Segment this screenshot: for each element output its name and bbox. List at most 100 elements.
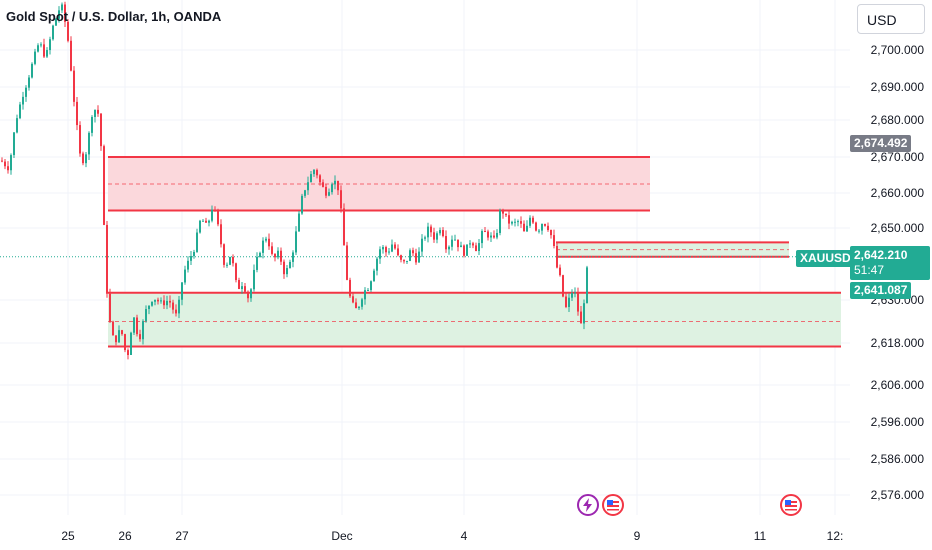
chart-title: Gold Spot / U.S. Dollar, 1h, OANDA bbox=[6, 9, 222, 24]
candle-body bbox=[586, 267, 588, 304]
candle-body bbox=[244, 286, 246, 292]
candle-body bbox=[460, 245, 462, 248]
price-axis-label: 2,618.000 bbox=[870, 336, 924, 350]
candle-body bbox=[283, 261, 285, 275]
time-axis-label: 4 bbox=[460, 529, 468, 543]
candle-body bbox=[163, 300, 165, 306]
candle-body bbox=[406, 260, 408, 262]
candle-body bbox=[361, 299, 363, 307]
candle-body bbox=[199, 220, 201, 233]
candle-body bbox=[4, 161, 6, 167]
candle-body bbox=[490, 235, 492, 238]
supply-zone bbox=[108, 157, 650, 211]
candle-body bbox=[100, 113, 102, 147]
candle-body bbox=[76, 101, 78, 126]
price-axis-label: 2,680.000 bbox=[870, 113, 924, 127]
candle-body bbox=[496, 232, 498, 238]
price-axis-label: 2,576.000 bbox=[870, 488, 924, 502]
price-chart[interactable] bbox=[0, 0, 850, 550]
candle-body bbox=[574, 292, 576, 294]
candle-body bbox=[568, 297, 570, 307]
candle-body bbox=[298, 213, 300, 232]
candle-body bbox=[349, 279, 351, 297]
support-level-badge: 2,641.087 bbox=[850, 282, 912, 299]
candle-body bbox=[331, 184, 333, 193]
candle-body bbox=[529, 217, 531, 226]
us-flag-icon[interactable] bbox=[780, 494, 802, 516]
candle-body bbox=[73, 70, 75, 102]
candle-body bbox=[370, 281, 372, 291]
candle-body bbox=[358, 306, 360, 309]
candle-body bbox=[115, 335, 117, 343]
candle-body bbox=[13, 132, 15, 156]
candle-body bbox=[253, 269, 255, 290]
candle-body bbox=[139, 334, 141, 340]
candle-body bbox=[79, 125, 81, 154]
candle-body bbox=[223, 244, 225, 265]
candle-body bbox=[196, 232, 198, 252]
time-axis-label: 12: bbox=[826, 529, 844, 543]
candle-body bbox=[262, 240, 264, 253]
candle-body bbox=[376, 258, 378, 271]
candle-body bbox=[280, 250, 282, 262]
candle-body bbox=[337, 180, 339, 191]
candle-body bbox=[97, 109, 99, 114]
candle-body bbox=[220, 224, 222, 245]
level-badge: 2,674.492 bbox=[850, 135, 912, 152]
candle-body bbox=[418, 251, 420, 263]
us-flag-icon[interactable] bbox=[602, 494, 624, 516]
candle-body bbox=[289, 261, 291, 269]
candle-body bbox=[505, 213, 507, 216]
candle-body bbox=[544, 223, 546, 226]
demand-zone bbox=[108, 292, 841, 347]
candle-body bbox=[109, 293, 111, 322]
candle-body bbox=[310, 174, 312, 183]
candle-body bbox=[304, 190, 306, 196]
candle-body bbox=[556, 246, 558, 268]
candle-body bbox=[526, 225, 528, 232]
candle-body bbox=[271, 246, 273, 254]
candle-body bbox=[295, 231, 297, 253]
candle-body bbox=[85, 154, 87, 164]
candle-body bbox=[238, 280, 240, 289]
candle-body bbox=[82, 153, 84, 164]
candle-body bbox=[343, 208, 345, 246]
candle-body bbox=[88, 132, 90, 155]
candle-body bbox=[379, 249, 381, 259]
countdown: 51:47 bbox=[854, 263, 885, 277]
candle-body bbox=[103, 146, 105, 225]
candle-body bbox=[538, 230, 540, 232]
candle-body bbox=[451, 239, 453, 247]
candle-body bbox=[583, 303, 585, 324]
candle-body bbox=[247, 291, 249, 299]
candle-body bbox=[502, 210, 504, 214]
candle-body bbox=[397, 248, 399, 256]
candle-body bbox=[340, 190, 342, 209]
candle-body bbox=[334, 180, 336, 185]
candle-body bbox=[454, 239, 456, 241]
time-axis-label: 25 bbox=[61, 529, 75, 543]
symbol-badge: XAUUSD bbox=[796, 250, 855, 267]
candle-body bbox=[457, 239, 459, 248]
candle-body bbox=[118, 330, 120, 343]
candle-body bbox=[346, 245, 348, 280]
candle-body bbox=[535, 222, 537, 231]
candle-body bbox=[241, 286, 243, 289]
candle-body bbox=[202, 220, 204, 222]
candle-body bbox=[181, 282, 183, 300]
candle-body bbox=[148, 305, 150, 310]
candle-body bbox=[319, 175, 321, 183]
candle-body bbox=[481, 231, 483, 244]
lightning-icon[interactable] bbox=[577, 494, 599, 516]
candle-body bbox=[292, 252, 294, 262]
currency-selector[interactable]: USD bbox=[857, 4, 925, 34]
candle-body bbox=[67, 21, 69, 41]
candle-body bbox=[226, 264, 228, 266]
candle-body bbox=[565, 296, 567, 307]
price-axis-label: 2,586.000 bbox=[870, 452, 924, 466]
price-axis-label: 2,670.000 bbox=[870, 150, 924, 164]
candle-body bbox=[19, 104, 21, 119]
time-axis-label: Dec bbox=[331, 529, 353, 543]
candle-body bbox=[142, 321, 144, 340]
candle-body bbox=[553, 235, 555, 247]
